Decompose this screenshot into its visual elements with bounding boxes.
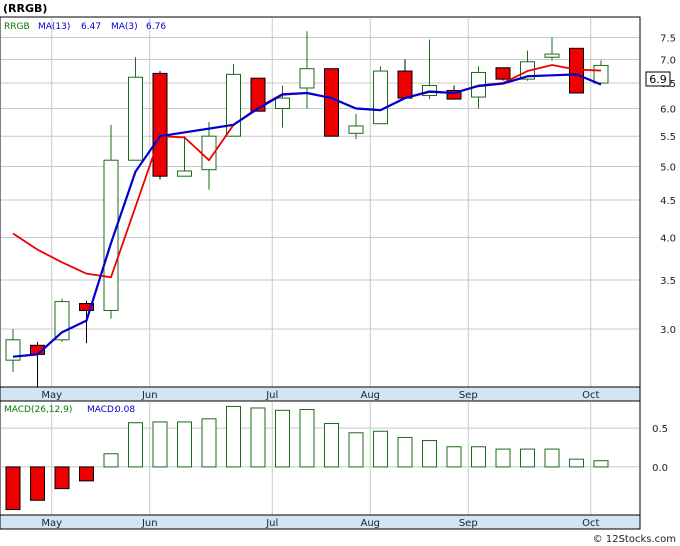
macd-bar-positive xyxy=(422,440,437,468)
ma13-line xyxy=(12,73,602,358)
price-x-axis-band xyxy=(0,386,641,402)
candle-up xyxy=(5,339,21,361)
price-x-tick-label: Aug xyxy=(360,390,380,401)
candle-up xyxy=(299,68,315,89)
price-y-tick-label: 6.0 xyxy=(660,105,676,116)
macd-bars-layer xyxy=(5,405,609,511)
price-y-tick-label: 3.0 xyxy=(660,325,676,336)
macd-bar-positive xyxy=(348,432,364,468)
candle-down xyxy=(152,72,168,177)
candle-up xyxy=(373,70,388,125)
macd-x-tick-label: Jun xyxy=(141,518,158,529)
macd-x-axis-band xyxy=(0,514,641,530)
ma3-value: 6.76 xyxy=(146,22,166,32)
price-y-tick-label: 5.0 xyxy=(660,163,676,174)
macd-bar-positive xyxy=(324,422,339,468)
macd-x-axis: May Jun Jul Aug Sep Oct xyxy=(41,518,599,529)
macd-bar-positive xyxy=(446,446,462,468)
candle-up xyxy=(544,53,560,58)
candle-down xyxy=(397,70,413,99)
macd-bar-positive xyxy=(397,436,413,468)
candle-down xyxy=(324,68,339,137)
macd-bar-positive xyxy=(373,430,388,468)
price-y-tick-label: 7.5 xyxy=(660,34,676,45)
macd-params-label: MACD(26,12,9) xyxy=(4,405,72,415)
macd-bar-positive xyxy=(520,448,535,468)
candle-up xyxy=(177,170,192,177)
candle-up xyxy=(348,125,364,134)
macd-bar-positive xyxy=(152,421,168,468)
macd-bar-positive xyxy=(177,421,192,468)
macd-bar-negative xyxy=(79,466,94,482)
last-price-badge xyxy=(645,71,671,87)
macd-x-tick-label: Aug xyxy=(360,518,380,529)
price-y-tick-label: 4.5 xyxy=(660,196,676,207)
price-x-tick-label: Sep xyxy=(459,390,478,401)
macd-bar-positive xyxy=(544,448,560,468)
macd-bar-positive xyxy=(275,409,290,468)
macd-bar-negative xyxy=(5,466,21,511)
ma3-label: MA(3) xyxy=(111,22,138,32)
price-grid xyxy=(1,18,639,387)
macd-x-tick-label: Jul xyxy=(265,518,278,529)
macd-x-tick-label: May xyxy=(41,518,62,529)
macd-value: 0.08 xyxy=(115,405,135,415)
price-x-tick-label: May xyxy=(41,390,62,401)
macd-bar-positive xyxy=(299,409,315,468)
ma13-value: 6.47 xyxy=(81,22,101,32)
candle-down xyxy=(250,77,266,112)
moving-average-layer xyxy=(12,64,602,358)
macd-bar-positive xyxy=(103,453,119,468)
price-y-tick-label: 7.0 xyxy=(660,55,676,66)
price-panel xyxy=(0,16,641,388)
candle-down xyxy=(79,303,94,311)
candle-down xyxy=(446,89,462,100)
candle-down xyxy=(495,67,511,80)
price-y-tick-label: 4.0 xyxy=(660,233,676,244)
macd-y-axis: 0.0 0.5 xyxy=(652,424,668,474)
macd-bar-negative xyxy=(30,466,45,501)
macd-y-tick-label: 0.5 xyxy=(652,424,668,435)
ticker-label: RRGB xyxy=(4,22,30,32)
candle-up xyxy=(226,73,241,137)
price-y-tick-label: 3.5 xyxy=(660,276,676,287)
candle-up xyxy=(103,159,119,311)
macd-x-tick-label: Sep xyxy=(459,518,478,529)
macd-bar-positive xyxy=(471,446,486,468)
macd-bar-positive xyxy=(226,405,241,468)
macd-bar-negative xyxy=(54,466,70,490)
price-x-axis: May Jun Jul Aug Sep Oct xyxy=(41,390,599,401)
candle-up xyxy=(275,97,290,110)
macd-bar-positive xyxy=(495,448,511,468)
ma13-label: MA(13) xyxy=(38,22,70,32)
price-x-tick-label: Oct xyxy=(582,390,599,401)
macd-bar-positive xyxy=(593,460,609,468)
macd-panel xyxy=(0,400,641,516)
credit-text: © 12Stocks.com xyxy=(593,534,676,545)
macd-x-tick-label: Oct xyxy=(582,518,599,529)
macd-y-tick-label: 0.0 xyxy=(652,463,668,474)
candle-up xyxy=(54,301,70,341)
macd-label: MACD: xyxy=(87,405,117,415)
last-price-value: 6.9 xyxy=(649,73,667,86)
price-x-tick-label: Jul xyxy=(265,390,278,401)
price-y-tick-label: 5.5 xyxy=(660,132,676,143)
chart-title: (RRGB) xyxy=(3,2,47,15)
macd-bar-positive xyxy=(250,407,266,468)
macd-bar-positive xyxy=(128,422,143,468)
macd-bar-positive xyxy=(569,458,584,468)
price-x-tick-label: Jun xyxy=(141,390,158,401)
candle-up xyxy=(593,64,609,84)
macd-bar-positive xyxy=(201,418,217,468)
candle-up xyxy=(128,76,143,161)
